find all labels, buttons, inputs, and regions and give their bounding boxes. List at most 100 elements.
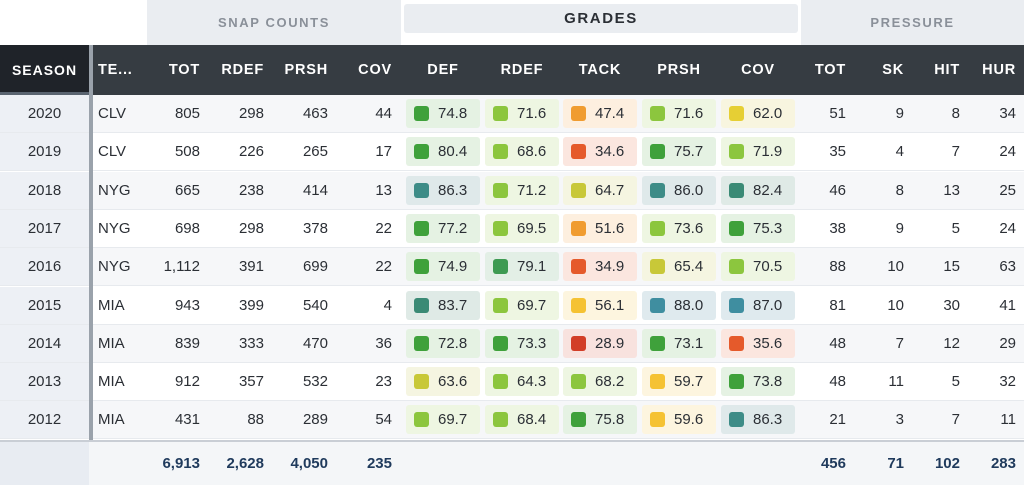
grade-rdef-header[interactable]: RDEF xyxy=(500,62,544,78)
grade-tack-badge[interactable]: 51.6 xyxy=(563,213,637,243)
grade-cov-badge[interactable]: 86.3 xyxy=(721,405,795,435)
team-cell: CLV xyxy=(98,105,127,122)
grade-color-indicator xyxy=(414,182,429,198)
grade-cov-badge[interactable]: 87.0 xyxy=(721,290,795,320)
grade-color-indicator xyxy=(571,335,586,351)
grade-rdef-badge[interactable]: 69.7 xyxy=(485,290,559,320)
snap-prsh-header[interactable]: PRSH xyxy=(284,62,328,78)
pressure-sk-cell: 10 xyxy=(887,258,904,276)
table-row[interactable]: 2020 CLV 805 298 463 44 74.8 71.6 47.4 71.6 62.0 51… xyxy=(0,95,1024,133)
grade-def-badge[interactable]: 72.8 xyxy=(406,328,480,358)
pressure-sk-header[interactable]: SK xyxy=(882,62,904,78)
grade-value: 59.7 xyxy=(674,373,704,391)
grade-prsh-badge[interactable]: 75.7 xyxy=(642,137,716,167)
grade-cov-badge[interactable]: 82.4 xyxy=(721,175,795,205)
snap-tot-cell: 665 xyxy=(174,181,200,199)
snap-cov-cell: 13 xyxy=(375,181,392,199)
total-pressure-hit: 102 xyxy=(934,455,960,472)
grade-cov-badge[interactable]: 62.0 xyxy=(721,99,795,128)
grade-tack-badge[interactable]: 47.4 xyxy=(563,99,637,128)
snap-rdef-cell: 298 xyxy=(238,219,264,237)
grade-cov-badge[interactable]: 75.3 xyxy=(721,213,795,243)
grade-color-indicator xyxy=(414,144,429,160)
grade-color-indicator xyxy=(414,412,429,428)
grade-rdef-badge[interactable]: 71.2 xyxy=(485,175,559,205)
pressure-sk-cell: 4 xyxy=(895,143,904,161)
snap-rdef-cell: 226 xyxy=(238,143,264,161)
grade-value: 74.9 xyxy=(438,258,468,276)
season-header[interactable]: SEASON xyxy=(0,45,89,95)
grade-def-badge[interactable]: 86.3 xyxy=(406,175,480,205)
grade-def-badge[interactable]: 74.8 xyxy=(406,99,480,128)
grade-prsh-badge[interactable]: 73.1 xyxy=(642,328,716,358)
grade-tack-badge[interactable]: 64.7 xyxy=(563,175,637,205)
table-row[interactable]: 2019 CLV 508 226 265 17 80.4 68.6 34.6 75.7 71.9 35… xyxy=(0,133,1024,172)
grade-def-badge[interactable]: 63.6 xyxy=(406,367,480,397)
grade-rdef-badge[interactable]: 71.6 xyxy=(485,99,559,128)
grade-prsh-badge[interactable]: 71.6 xyxy=(642,99,716,128)
table-row[interactable]: 2012 MIA 431 88 289 54 69.7 68.4 75.8 59.6 86.3 21 3… xyxy=(0,401,1024,440)
grade-tack-badge[interactable]: 56.1 xyxy=(563,290,637,320)
pressure-tot-cell: 35 xyxy=(829,143,846,161)
table-row[interactable]: 2015 MIA 943 399 540 4 83.7 69.7 56.1 88.0 87.0 81 1… xyxy=(0,286,1024,325)
snap-cov-cell: 22 xyxy=(375,219,392,237)
table-row[interactable]: 2018 NYG 665 238 414 13 86.3 71.2 64.7 86.0 82.4 46… xyxy=(0,171,1024,210)
grade-def-badge[interactable]: 74.9 xyxy=(406,252,480,282)
group-snap-counts: SNAP COUNTS xyxy=(147,0,401,45)
grade-value: 80.4 xyxy=(438,143,468,161)
grade-tack-badge[interactable]: 34.9 xyxy=(563,252,637,282)
pressure-hit-header[interactable]: HIT xyxy=(934,62,960,78)
grade-rdef-badge[interactable]: 73.3 xyxy=(485,328,559,358)
grade-tack-badge[interactable]: 34.6 xyxy=(563,137,637,167)
snap-cov-cell: 44 xyxy=(375,105,392,122)
snap-cov-header[interactable]: COV xyxy=(358,62,392,78)
grade-value: 68.6 xyxy=(517,143,547,161)
grade-def-badge[interactable]: 77.2 xyxy=(406,213,480,243)
grade-def-header[interactable]: DEF xyxy=(427,62,459,78)
grade-tack-badge[interactable]: 28.9 xyxy=(563,328,637,358)
table-row[interactable]: 2016 NYG 1,112 391 699 22 74.9 79.1 34.9 65.4 70.5… xyxy=(0,248,1024,287)
grade-value: 69.7 xyxy=(438,411,468,429)
grade-color-indicator xyxy=(571,144,586,160)
grade-cov-header[interactable]: COV xyxy=(741,62,775,78)
grade-rdef-badge[interactable]: 68.6 xyxy=(485,137,559,167)
grade-prsh-badge[interactable]: 59.7 xyxy=(642,367,716,397)
grade-value: 74.8 xyxy=(438,105,468,122)
snap-cov-cell: 36 xyxy=(375,334,392,352)
total-snap-rdef: 2,628 xyxy=(226,455,264,472)
grade-def-badge[interactable]: 83.7 xyxy=(406,290,480,320)
grade-prsh-badge[interactable]: 86.0 xyxy=(642,175,716,205)
snap-rdef-header[interactable]: RDEF xyxy=(221,62,264,78)
grade-prsh-header[interactable]: PRSH xyxy=(657,62,701,78)
grade-value: 86.3 xyxy=(753,411,783,429)
grade-cov-badge[interactable]: 71.9 xyxy=(721,137,795,167)
grade-color-indicator xyxy=(729,335,744,351)
grade-def-badge[interactable]: 69.7 xyxy=(406,405,480,435)
grade-tack-header[interactable]: TACK xyxy=(578,62,622,78)
grade-cov-badge[interactable]: 70.5 xyxy=(721,252,795,282)
grade-prsh-badge[interactable]: 59.6 xyxy=(642,405,716,435)
grade-prsh-badge[interactable]: 65.4 xyxy=(642,252,716,282)
pressure-hur-header[interactable]: HUR xyxy=(982,62,1016,78)
grade-rdef-badge[interactable]: 79.1 xyxy=(485,252,559,282)
snap-tot-header[interactable]: TOT xyxy=(168,62,200,78)
grade-cov-badge[interactable]: 73.8 xyxy=(721,367,795,397)
grade-rdef-badge[interactable]: 64.3 xyxy=(485,367,559,397)
table-row[interactable]: 2017 NYG 698 298 378 22 77.2 69.5 51.6 73.6 75.3 38… xyxy=(0,209,1024,248)
pressure-tot-header[interactable]: TOT xyxy=(814,62,846,78)
season-cell: 2020 xyxy=(0,95,89,132)
table-row[interactable]: 2013 MIA 912 357 532 23 63.6 64.3 68.2 59.7 73.8 48… xyxy=(0,363,1024,402)
grade-prsh-badge[interactable]: 73.6 xyxy=(642,213,716,243)
grade-def-badge[interactable]: 80.4 xyxy=(406,137,480,167)
grade-prsh-badge[interactable]: 88.0 xyxy=(642,290,716,320)
pressure-sk-cell: 9 xyxy=(895,219,904,237)
grade-tack-badge[interactable]: 75.8 xyxy=(563,405,637,435)
grade-rdef-badge[interactable]: 68.4 xyxy=(485,405,559,435)
grade-cov-badge[interactable]: 35.6 xyxy=(721,328,795,358)
snap-cov-cell: 17 xyxy=(375,143,392,161)
team-header[interactable]: TE... xyxy=(98,62,133,78)
pressure-hur-cell: 63 xyxy=(999,258,1016,276)
table-row[interactable]: 2014 MIA 839 333 470 36 72.8 73.3 28.9 73.1 35.6 48… xyxy=(0,324,1024,363)
grade-rdef-badge[interactable]: 69.5 xyxy=(485,213,559,243)
grade-tack-badge[interactable]: 68.2 xyxy=(563,367,637,397)
